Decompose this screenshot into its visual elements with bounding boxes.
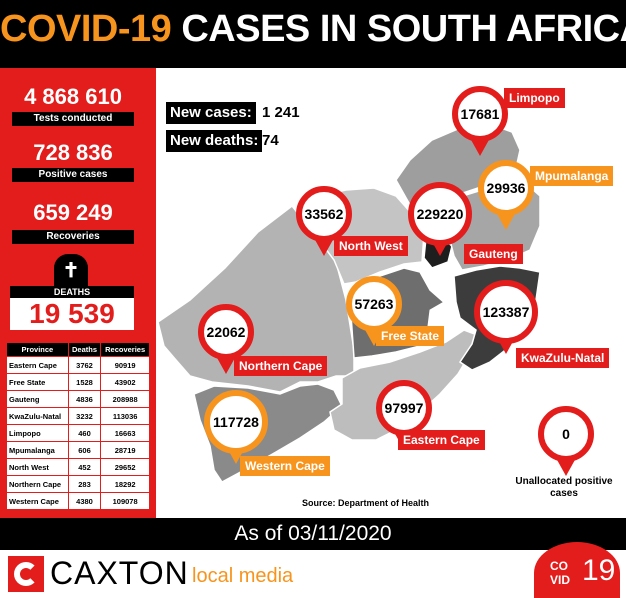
table-header-row: Province Deaths Recoveries [6, 342, 150, 357]
pin-value: 33562 [296, 186, 352, 242]
cell-recoveries: 90919 [100, 356, 150, 374]
pin-value: 0 [538, 406, 594, 462]
cell-province: Northern Cape [6, 475, 69, 493]
pin-value: 17681 [452, 86, 508, 142]
pin-value: 117728 [204, 390, 268, 454]
table-row: Mpumalanga 606 28719 [6, 441, 150, 459]
table-row: Western Cape 4380 109078 [6, 492, 150, 510]
covid-badge: CO VID 19 [528, 542, 626, 598]
brand-name: CAXTON [50, 555, 189, 591]
source-note: Source: Department of Health [302, 498, 430, 508]
province-table: Province Deaths Recoveries Eastern Cape 3… [6, 342, 150, 510]
tombstone-icon: ✝ [54, 254, 88, 286]
cell-recoveries: 16663 [100, 424, 150, 442]
pin-value: 97997 [376, 380, 432, 436]
cell-deaths: 283 [67, 475, 102, 493]
label-north-west: North West [334, 236, 408, 256]
cell-recoveries: 18292 [100, 475, 150, 493]
caxton-logo-icon [8, 556, 44, 592]
new-cases-label: New cases: [166, 102, 256, 124]
cell-deaths: 3762 [67, 356, 102, 374]
table-row: Northern Cape 283 18292 [6, 475, 150, 493]
table-row: Limpopo 460 16663 [6, 424, 150, 442]
cell-deaths: 4380 [67, 492, 102, 510]
cell-deaths: 606 [67, 441, 102, 459]
cell-recoveries: 29652 [100, 458, 150, 476]
title-highlight: COVID-19 [0, 8, 172, 50]
new-deaths-value: 74 [262, 132, 279, 149]
cell-province: Eastern Cape [6, 356, 69, 374]
positive-label: Positive cases [12, 168, 134, 182]
cell-recoveries: 43902 [100, 373, 150, 391]
footer: CAXTON local media CO VID 19 [0, 542, 626, 598]
header-recoveries: Recoveries [100, 342, 150, 357]
cell-province: KwaZulu-Natal [6, 407, 69, 425]
cell-province: North West [6, 458, 69, 476]
cell-deaths: 460 [67, 424, 102, 442]
badge-line1: CO [550, 559, 568, 573]
cross-icon: ✝ [62, 260, 80, 282]
header-bar: COVID-19 CASES IN SOUTH AFRICA [0, 0, 626, 68]
badge-number: 19 [582, 554, 616, 587]
cell-deaths: 4836 [67, 390, 102, 408]
pin-tail [314, 238, 334, 256]
title-rest: CASES IN SOUTH AFRICA [181, 8, 626, 50]
header-province: Province [6, 342, 69, 357]
cell-recoveries: 28719 [100, 441, 150, 459]
pin-tail [496, 212, 516, 230]
label-western-cape: Western Cape [240, 456, 330, 476]
positive-value: 728 836 [33, 140, 113, 165]
label-unallocated: Unallocated positive cases [515, 476, 613, 499]
new-cases-value: 1 241 [262, 104, 300, 121]
pin-value: 22062 [198, 304, 254, 360]
pin-tail [216, 356, 236, 374]
cell-recoveries: 113036 [100, 407, 150, 425]
label-eastern-cape: Eastern Cape [398, 430, 485, 450]
pin-tail [556, 458, 576, 476]
label-northern-cape: Northern Cape [234, 356, 328, 376]
tests-value: 4 868 610 [24, 84, 122, 109]
cell-province: Free State [6, 373, 69, 391]
table-row: Eastern Cape 3762 90919 [6, 356, 150, 374]
cell-province: Gauteng [6, 390, 69, 408]
new-deaths-label: New deaths: [166, 130, 263, 152]
pin-tail [470, 138, 490, 156]
label-mpumalanga: Mpumalanga [530, 166, 614, 186]
pin-value: 229220 [408, 182, 472, 246]
pin-value: 123387 [474, 280, 538, 344]
deaths-value: 19 539 [29, 298, 115, 329]
table-row: Gauteng 4836 208988 [6, 390, 150, 408]
date-bar: As of 03/11/2020 [0, 518, 626, 550]
date-text: As of 03/11/2020 [234, 522, 392, 545]
table-row: Free State 1528 43902 [6, 373, 150, 391]
cell-deaths: 1528 [67, 373, 102, 391]
cell-province: Western Cape [6, 492, 69, 510]
badge-background [534, 542, 620, 598]
cell-province: Limpopo [6, 424, 69, 442]
cell-deaths: 452 [67, 458, 102, 476]
table-row: North West 452 29652 [6, 458, 150, 476]
cell-deaths: 3232 [67, 407, 102, 425]
cell-province: Mpumalanga [6, 441, 69, 459]
header-deaths: Deaths [67, 342, 102, 357]
page-title: COVID-19 CASES IN SOUTH AFRICA [0, 8, 626, 51]
recoveries-value: 659 249 [33, 200, 113, 225]
cell-recoveries: 109078 [100, 492, 150, 510]
label-limpopo: Limpopo [504, 88, 565, 108]
label-free-state: Free State [376, 326, 445, 346]
brand-sub: local media [192, 565, 294, 587]
recoveries-label: Recoveries [12, 230, 134, 244]
tests-label: Tests conducted [12, 112, 134, 126]
badge-line2: VID [550, 573, 571, 587]
pin-value: 29936 [478, 160, 534, 216]
deaths-label: DEATHS [10, 286, 134, 298]
table-row: KwaZulu-Natal 3232 113036 [6, 407, 150, 425]
label-gauteng: Gauteng [464, 244, 523, 264]
pin-value: 57263 [346, 276, 402, 332]
cell-recoveries: 208988 [100, 390, 150, 408]
label-kwazulu-natal: KwaZulu-Natal [516, 348, 610, 368]
